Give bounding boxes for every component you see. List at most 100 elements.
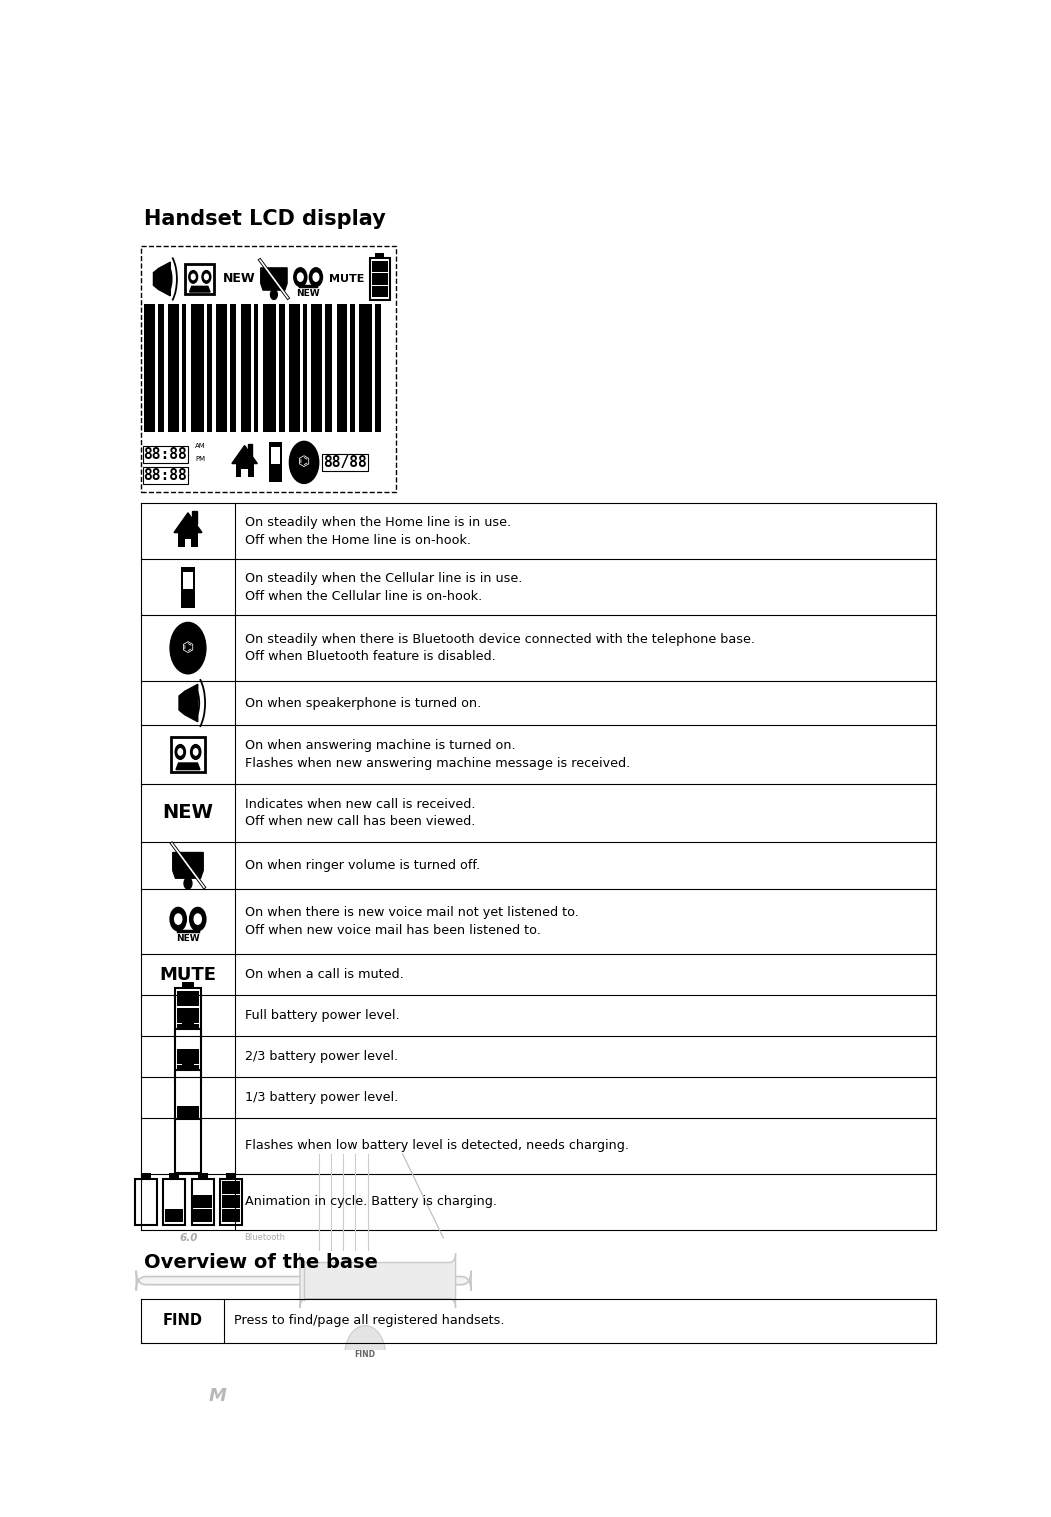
- Text: On when a call is muted.: On when a call is muted.: [245, 968, 404, 981]
- Polygon shape: [189, 287, 210, 293]
- Text: Flashes when low battery level is detected, needs charging.: Flashes when low battery level is detect…: [245, 1139, 628, 1153]
- Bar: [372, 285, 388, 297]
- Polygon shape: [232, 446, 257, 464]
- Text: NEW: NEW: [296, 290, 320, 299]
- Bar: [375, 303, 380, 432]
- Bar: [193, 1209, 212, 1223]
- Bar: [226, 1173, 236, 1179]
- Bar: [193, 1195, 212, 1208]
- Bar: [181, 566, 195, 608]
- Text: Bluetooth: Bluetooth: [244, 1233, 285, 1242]
- Bar: [263, 303, 275, 432]
- Text: Press to find/page all registered handsets.: Press to find/page all registered handse…: [234, 1314, 504, 1327]
- Polygon shape: [153, 269, 159, 290]
- Bar: [141, 246, 396, 492]
- Bar: [178, 528, 198, 548]
- Bar: [185, 264, 214, 294]
- Bar: [169, 1173, 179, 1179]
- Bar: [375, 253, 385, 258]
- Bar: [254, 303, 259, 432]
- Text: On when ringer volume is turned off.: On when ringer volume is turned off.: [245, 859, 479, 872]
- Text: On steadily when the Cellular line is in use.
Off when the Cellular line is on-h: On steadily when the Cellular line is in…: [245, 572, 522, 602]
- Bar: [191, 1179, 213, 1224]
- Bar: [207, 303, 212, 432]
- Bar: [359, 303, 372, 432]
- Text: 1/3 battery power level.: 1/3 battery power level.: [245, 1091, 398, 1104]
- Bar: [182, 1112, 193, 1118]
- Polygon shape: [179, 692, 185, 715]
- Bar: [217, 303, 227, 432]
- Text: On when there is new voice mail not yet listened to.
Off when new voice mail has: On when there is new voice mail not yet …: [245, 906, 578, 936]
- Bar: [271, 448, 280, 464]
- Circle shape: [190, 745, 201, 760]
- Bar: [141, 1173, 150, 1179]
- Circle shape: [174, 913, 182, 924]
- Bar: [289, 303, 300, 432]
- Circle shape: [190, 1356, 246, 1435]
- Text: Animation in cycle. Battery is charging.: Animation in cycle. Battery is charging.: [245, 1195, 496, 1208]
- FancyBboxPatch shape: [137, 1271, 471, 1291]
- Bar: [163, 1179, 185, 1224]
- Text: MUTE: MUTE: [329, 275, 364, 284]
- Text: ⌬: ⌬: [182, 642, 194, 655]
- Circle shape: [297, 273, 303, 281]
- Bar: [184, 572, 192, 589]
- Bar: [304, 303, 307, 432]
- Bar: [370, 258, 390, 299]
- Bar: [176, 989, 201, 1042]
- Bar: [171, 737, 205, 772]
- Bar: [178, 1007, 199, 1022]
- Text: MUTE: MUTE: [160, 966, 217, 983]
- Bar: [144, 303, 154, 432]
- Text: FIND: FIND: [354, 1350, 375, 1359]
- Text: Overview of the base: Overview of the base: [144, 1253, 377, 1273]
- Text: 88:88: 88:88: [144, 467, 187, 482]
- Text: 6.0: 6.0: [179, 1233, 198, 1242]
- Bar: [235, 460, 253, 476]
- Bar: [182, 1022, 193, 1030]
- Text: Full battery power level.: Full battery power level.: [245, 1009, 399, 1022]
- Polygon shape: [185, 684, 198, 722]
- Bar: [135, 1179, 157, 1224]
- Text: PM: PM: [194, 457, 205, 461]
- FancyBboxPatch shape: [300, 1253, 455, 1308]
- Circle shape: [194, 913, 202, 924]
- Text: On when answering machine is turned on.
Flashes when new answering machine messa: On when answering machine is turned on. …: [245, 739, 630, 769]
- Circle shape: [176, 745, 185, 760]
- Circle shape: [170, 907, 186, 931]
- Bar: [182, 981, 193, 989]
- Bar: [279, 303, 285, 432]
- Polygon shape: [172, 853, 203, 878]
- Polygon shape: [174, 513, 202, 532]
- Circle shape: [170, 622, 206, 674]
- Text: FIND: FIND: [163, 1314, 203, 1329]
- Bar: [178, 1024, 199, 1039]
- Bar: [220, 1179, 242, 1224]
- Circle shape: [270, 290, 277, 299]
- Circle shape: [294, 269, 307, 287]
- Circle shape: [202, 270, 211, 284]
- Bar: [176, 1071, 201, 1124]
- Text: ⌬: ⌬: [298, 455, 310, 469]
- Bar: [178, 1106, 199, 1121]
- Bar: [269, 443, 283, 482]
- Bar: [372, 261, 388, 272]
- Bar: [336, 303, 347, 432]
- Bar: [182, 303, 186, 432]
- Circle shape: [191, 275, 195, 279]
- Bar: [178, 1048, 199, 1063]
- Bar: [182, 1063, 193, 1071]
- Bar: [222, 1195, 241, 1208]
- Bar: [159, 303, 164, 432]
- Circle shape: [193, 749, 198, 755]
- Circle shape: [205, 275, 208, 279]
- Text: 88:88: 88:88: [144, 446, 187, 461]
- Polygon shape: [248, 444, 252, 455]
- Bar: [165, 1209, 183, 1223]
- Bar: [178, 1065, 199, 1080]
- Polygon shape: [261, 269, 287, 290]
- Text: On steadily when there is Bluetooth device connected with the telephone base.
Of: On steadily when there is Bluetooth devi…: [245, 633, 755, 663]
- Polygon shape: [176, 763, 200, 769]
- Polygon shape: [192, 511, 197, 523]
- Bar: [178, 992, 199, 1006]
